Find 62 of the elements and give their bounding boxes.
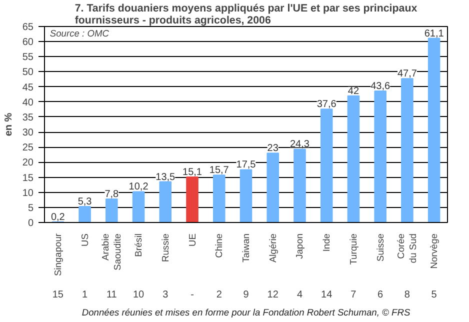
y-tick-label: 40	[22, 97, 34, 108]
text: Données réunies et mises en forme pour la Fondation Robert Schuman, © FRS	[82, 308, 411, 318]
data-label: 13,5	[156, 172, 176, 183]
text: 2	[216, 290, 222, 300]
data-label: 47,7	[397, 68, 418, 80]
text: 3	[162, 290, 169, 300]
text: 9	[243, 290, 250, 300]
data-label: 0,2	[50, 212, 66, 223]
text: 10	[132, 290, 145, 300]
text: 1	[82, 290, 88, 300]
x-tick-label: Norvège	[429, 233, 440, 269]
data-label: 23	[267, 143, 279, 154]
y-tick-label: 30	[22, 128, 34, 139]
text: 5	[431, 290, 438, 300]
chart-title: 7. Tarifs douaniers moyens appliqués par l'UE et par ses principaux fournisseurs - produits agricoles, 2006	[74, 2, 418, 26]
y-tick-label: 20	[22, 158, 34, 169]
x-tick-label: Turquie	[348, 233, 358, 265]
text: 7	[350, 290, 357, 300]
y-tick-label: 5	[28, 202, 34, 214]
y-axis-title: en %	[3, 112, 14, 136]
x-tick-label: Japon	[294, 233, 305, 259]
text: 15	[52, 290, 64, 300]
text: 12	[267, 290, 279, 300]
data-label: 37,6	[316, 99, 337, 110]
x-tick-label: Singapour	[52, 233, 63, 276]
text: 11	[106, 290, 118, 300]
x-tick-label: Suisse	[375, 234, 386, 262]
y-tick-label: 55	[22, 52, 34, 64]
x-tick-label: Russie	[160, 233, 170, 262]
text: 8	[404, 290, 410, 300]
data-label: 61,1	[424, 28, 444, 40]
x-tick-label: Brésil	[134, 233, 144, 257]
data-label: 17,5	[236, 160, 256, 171]
y-tick-label: 60	[22, 37, 34, 48]
x-tick-label: Arabie Saoudite	[100, 233, 123, 270]
x-tick-label: Taiwan	[241, 233, 251, 263]
data-label: 10,2	[128, 182, 149, 193]
x-tick-label: Algérie	[268, 233, 278, 263]
x-tick-label: US	[80, 233, 90, 246]
y-tick-label: 15	[22, 172, 34, 184]
y-tick-label: 65	[22, 22, 34, 33]
x-tick-label: Corée du Sud	[396, 233, 418, 264]
text: -	[190, 290, 194, 300]
y-tick-label: 0	[28, 218, 34, 229]
data-label: 7,8	[104, 188, 120, 200]
x-tick-label: Inde	[322, 234, 332, 252]
data-label: 15,7	[209, 165, 230, 176]
data-label: 43,6	[370, 81, 391, 92]
data-label: 15,1	[182, 166, 202, 178]
text: 6	[378, 290, 384, 300]
y-tick-label: 50	[22, 67, 34, 78]
y-tick-label: 10	[22, 188, 34, 199]
text: 4	[296, 290, 303, 300]
data-label: 5,3	[78, 196, 92, 208]
annotation: Source : OMC	[50, 28, 110, 38]
data-label: 42	[348, 86, 360, 97]
x-tick-label: UE	[187, 233, 198, 246]
y-tick-label: 45	[22, 82, 34, 94]
text: 14	[321, 290, 333, 300]
y-tick-label: 35	[22, 112, 34, 124]
x-tick-label: Chine	[214, 233, 224, 258]
y-tick-label: 25	[22, 142, 34, 154]
